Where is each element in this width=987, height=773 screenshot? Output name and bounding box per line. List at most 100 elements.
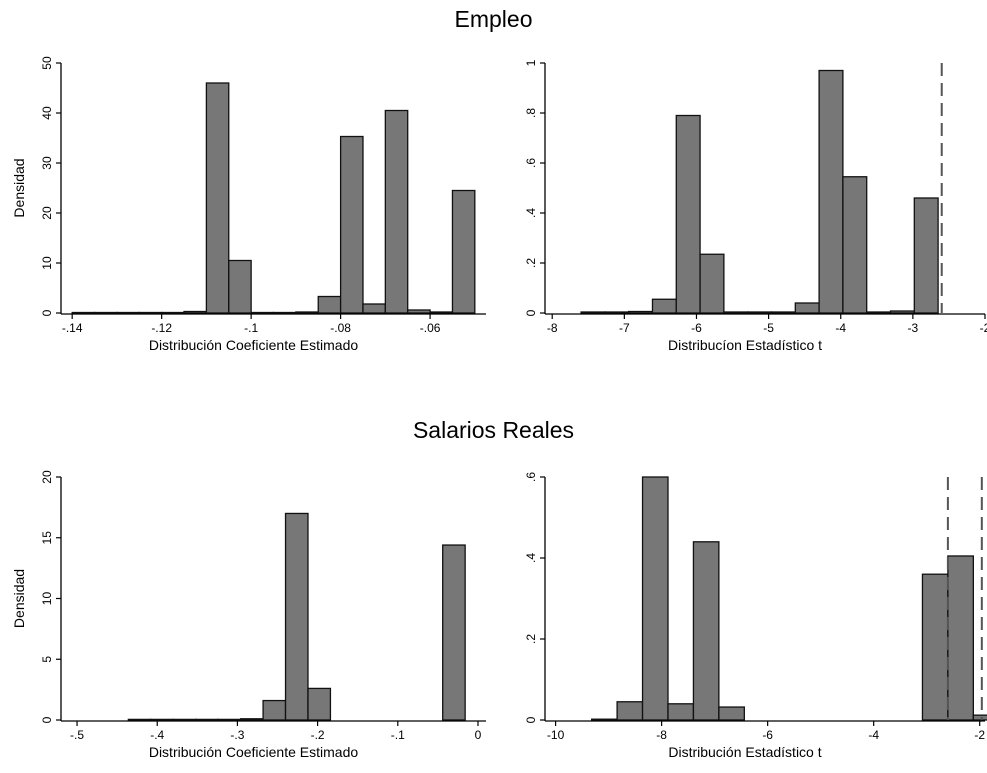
histogram-bar	[972, 714, 987, 721]
y-tick-label: 10	[40, 256, 54, 270]
y-axis-title: Densidad	[11, 158, 27, 217]
y-tick-label: .6	[524, 472, 538, 482]
histogram-bar	[307, 687, 332, 721]
histogram-bar	[794, 302, 820, 314]
y-tick-label: .6	[524, 158, 538, 168]
x-tick-label: -.12	[151, 321, 172, 335]
x-tick-label: -.08	[330, 321, 351, 335]
x-axis-title: Distribucíon Estadístico t	[668, 337, 822, 353]
histogram-bar	[747, 311, 773, 314]
histogram-bar	[818, 69, 844, 314]
histogram-bar	[591, 718, 618, 721]
x-tick-label: -.14	[62, 321, 83, 335]
histogram-bar	[295, 311, 319, 314]
histogram-bar	[580, 311, 606, 314]
histogram-bar	[239, 718, 264, 721]
y-tick-label: 20	[40, 470, 54, 484]
histogram-bar	[889, 310, 915, 314]
x-tick-label: -.2	[311, 728, 325, 742]
y-tick-label: .4	[524, 553, 538, 563]
y-tick-label: 0	[40, 716, 54, 723]
x-tick-label: -8	[547, 321, 558, 335]
histogram-bar	[699, 253, 725, 314]
histogram-bar	[641, 476, 669, 721]
histogram-bar	[317, 295, 342, 314]
x-axis-title: Distribución Estadístico t	[668, 744, 821, 760]
y-tick-label: 15	[40, 531, 54, 545]
histogram-3: -.5 -.4 -.3 -.2 -.1 0 0 5 10 15 20 Distribución Coe…	[11, 470, 486, 760]
y-tick-label: 0	[40, 309, 54, 316]
x-tick-label: -6	[762, 728, 773, 742]
histogram-bar	[172, 718, 197, 722]
histogram-bar	[913, 197, 939, 314]
histogram-bar	[947, 555, 974, 721]
y-tick-label: 0	[524, 716, 538, 723]
histogram-bar	[284, 512, 309, 721]
histogram-bar	[262, 699, 287, 721]
x-tick-label: -.1	[244, 321, 258, 335]
section-title-salarios-reales: Salarios Reales	[412, 417, 575, 443]
histogram-bar	[628, 310, 654, 314]
y-axis-title: Densidad	[11, 569, 27, 628]
histogram-bar	[921, 573, 949, 721]
histogram-bar	[150, 718, 174, 722]
histogram-bar	[692, 541, 720, 721]
histogram-bar	[362, 303, 386, 314]
histogram-bar	[616, 701, 644, 721]
x-tick-label: -4	[835, 321, 846, 335]
x-axis-title: Distribución Coeficiente Estimado	[149, 744, 359, 760]
x-tick-label: -10	[547, 728, 565, 742]
histogram-bar	[842, 176, 868, 314]
histogram-bar	[770, 311, 796, 314]
x-tick-label: -7	[619, 321, 630, 335]
x-tick-label: -.1	[391, 728, 405, 742]
y-tick-label: 1	[524, 59, 538, 66]
section-title-empleo: Empleo	[454, 6, 533, 32]
x-tick-label: -6	[691, 321, 702, 335]
histogram-bar	[451, 189, 476, 314]
histogram-bar	[723, 311, 749, 314]
histogram-2: -8 -7 -6 -5 -4 -3 -2 0 .2 .4 .6 .8 1 Distribucíon Est…	[524, 59, 987, 353]
histogram-bar	[183, 310, 208, 314]
histogram-bar	[217, 718, 242, 722]
y-tick-label: 50	[40, 56, 54, 70]
histogram-bar	[442, 544, 466, 721]
histogram-bar	[718, 706, 745, 721]
x-tick-label: -.3	[230, 728, 244, 742]
histogram-bar	[604, 311, 630, 314]
y-tick-label: 40	[40, 106, 54, 120]
x-tick-label: -.4	[150, 728, 164, 742]
histogram-bar	[429, 311, 454, 314]
histogram-bar	[675, 114, 701, 314]
histogram-bar	[866, 311, 892, 314]
histogram-bar	[127, 718, 152, 722]
x-tick-label: -8	[656, 728, 667, 742]
y-tick-label: .4	[524, 208, 538, 218]
histogram-4: -10 -8 -6 -4 -2 0 .2 .4 .6 Distribución Estadísti…	[524, 472, 987, 760]
x-tick-label: -3	[908, 321, 919, 335]
y-tick-label: 20	[40, 206, 54, 220]
histogram-bar	[339, 135, 364, 314]
histogram-bar	[205, 82, 230, 314]
histogram-bar	[228, 259, 252, 314]
y-tick-label: .8	[524, 108, 538, 118]
y-tick-label: 5	[40, 656, 54, 663]
x-tick-label: -2	[980, 321, 987, 335]
y-tick-label: 10	[40, 592, 54, 606]
histogram-bar	[195, 718, 219, 722]
y-tick-label: .2	[524, 634, 538, 644]
histogram-1: -.14 -.12 -.1 -.08 -.06 0 10 20 30 40 50 Distribuci…	[11, 56, 486, 353]
histogram-bar	[384, 109, 409, 314]
x-tick-label: -5	[763, 321, 774, 335]
y-tick-label: 30	[40, 156, 54, 170]
x-tick-label: 0	[475, 728, 482, 742]
histogram-bar	[407, 309, 431, 314]
x-tick-label: -4	[868, 728, 879, 742]
y-tick-label: 0	[524, 309, 538, 316]
histogram-bar	[667, 703, 695, 721]
x-tick-label: -.06	[420, 321, 441, 335]
x-tick-label: -.5	[70, 728, 84, 742]
y-tick-label: .2	[524, 258, 538, 268]
x-tick-label: -2	[974, 728, 985, 742]
histogram-bar	[651, 298, 677, 314]
